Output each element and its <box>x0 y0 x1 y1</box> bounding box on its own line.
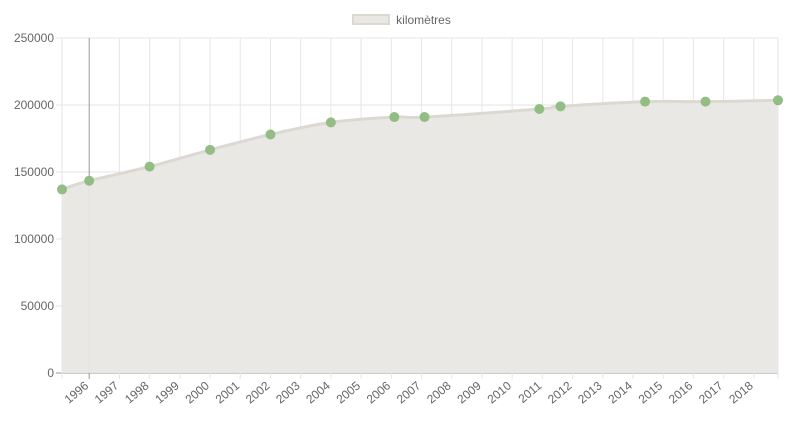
x-tick-label: 1999 <box>152 378 182 406</box>
x-tick-label: 2003 <box>273 378 303 406</box>
data-point <box>325 117 336 128</box>
data-point <box>700 96 711 107</box>
y-tick-label: 100000 <box>14 232 54 246</box>
data-point <box>773 95 783 106</box>
x-tick-label: 2004 <box>303 378 333 406</box>
data-point <box>555 101 566 112</box>
data-point <box>640 96 651 107</box>
area-fill <box>62 100 778 373</box>
x-tick-label: 2005 <box>334 378 364 406</box>
x-tick-label: 1997 <box>92 378 122 406</box>
x-tick-label: 2009 <box>454 378 484 406</box>
data-point <box>205 144 216 155</box>
y-tick-label: 200000 <box>14 98 54 112</box>
x-tick-label: 2006 <box>364 378 394 406</box>
x-tick-label: 1996 <box>62 378 92 406</box>
x-tick-label: 2015 <box>636 378 666 406</box>
y-tick-label: 50000 <box>21 299 55 313</box>
x-tick-label: 2000 <box>183 378 213 406</box>
y-tick-label: 150000 <box>14 165 54 179</box>
x-tick-label: 2001 <box>213 378 243 406</box>
x-tick-label: 2014 <box>605 378 635 406</box>
x-tick-label: 1998 <box>122 378 152 406</box>
x-tick-label: 2012 <box>545 378 575 406</box>
area-layer <box>61 98 779 373</box>
x-tick-label: 2011 <box>516 378 545 406</box>
data-point <box>57 184 67 195</box>
data-point <box>389 112 400 123</box>
data-point <box>419 112 430 123</box>
y-tick-label: 0 <box>47 366 54 380</box>
x-tick-label: 2002 <box>243 378 273 406</box>
x-tick-label: 2010 <box>485 378 515 406</box>
legend-swatch <box>352 14 391 25</box>
data-point <box>265 129 276 140</box>
x-tick-label: 2016 <box>666 378 696 406</box>
data-point <box>144 161 155 172</box>
x-axis-labels: 1996 1997 1998 1999 2000 2001 2002 2003 2004 2005… <box>62 378 756 406</box>
x-tick-label: 2018 <box>726 378 756 406</box>
legend-label: kilomètres <box>396 13 451 27</box>
chart-legend[interactable]: kilomètres <box>0 13 803 27</box>
x-tick-label: 2008 <box>424 378 454 406</box>
y-axis-labels: 0 50000 100000 150000 200000 250000 <box>14 31 54 380</box>
y-tick-label: 250000 <box>14 31 54 45</box>
data-points <box>57 95 783 195</box>
x-tick-label: 2017 <box>696 378 726 406</box>
data-point <box>84 175 95 186</box>
x-tick-label: 2007 <box>394 378 424 406</box>
data-point <box>534 104 545 115</box>
x-tick-label: 2013 <box>575 378 605 406</box>
